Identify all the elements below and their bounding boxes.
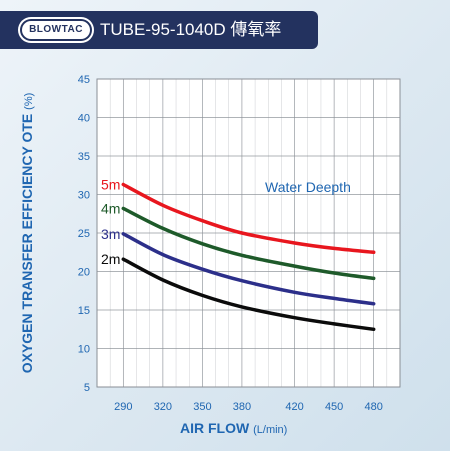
series-label-layer: 5m 4m 3m 2m — [101, 176, 120, 267]
y-tick-label: 5 — [84, 382, 90, 394]
series-layer — [121, 182, 376, 332]
x-tick-label: 450 — [325, 401, 343, 413]
y-axis-label: OXYGEN TRANSFER EFFICIENCY OTE (%) — [17, 78, 37, 388]
x-tick-label: 420 — [285, 401, 303, 413]
y-tick-label: 30 — [78, 190, 90, 202]
y-tick-label: 40 — [78, 113, 90, 125]
x-axis-label: AIR FLOW (L/min) — [180, 420, 287, 436]
y-tick-label: 10 — [78, 344, 90, 356]
tick-label-layer: 5 10 15 20 25 30 35 40 45 290 320 350 380 420 450 480 — [78, 74, 383, 413]
water-depth-annotation: Water Deepth — [265, 179, 351, 195]
x-axis-label-main: AIR FLOW — [180, 420, 250, 436]
chart-title: TUBE-95-1040D 傳氧率 — [100, 20, 282, 39]
series-label-2m: 2m — [101, 251, 120, 267]
series-label-3m: 3m — [101, 226, 120, 242]
y-tick-label: 45 — [78, 74, 90, 86]
series-line-2m — [121, 257, 376, 332]
x-axis-label-unit: (L/min) — [253, 424, 288, 436]
y-tick-label: 25 — [78, 228, 90, 240]
y-tick-label: 35 — [78, 151, 90, 163]
header-bar: BLOWTAC TUBE-95-1040D 傳氧率 — [0, 11, 318, 49]
blowtac-logo: BLOWTAC — [20, 19, 92, 41]
series-line-5m — [121, 182, 376, 255]
x-tick-label: 290 — [114, 401, 132, 413]
y-axis-label-main: OXYGEN TRANSFER EFFICIENCY OTE — [19, 113, 35, 374]
x-tick-label: 480 — [364, 401, 382, 413]
y-tick-label: 15 — [78, 305, 90, 317]
y-tick-label: 20 — [78, 267, 90, 279]
x-tick-label: 380 — [233, 401, 251, 413]
series-label-4m: 4m — [101, 200, 120, 216]
series-label-5m: 5m — [101, 176, 120, 192]
series-line-3m — [121, 232, 376, 306]
series-line-4m — [121, 206, 376, 281]
x-tick-label: 320 — [154, 401, 172, 413]
x-tick-label: 350 — [193, 401, 211, 413]
y-axis-label-unit: (%) — [23, 92, 35, 110]
